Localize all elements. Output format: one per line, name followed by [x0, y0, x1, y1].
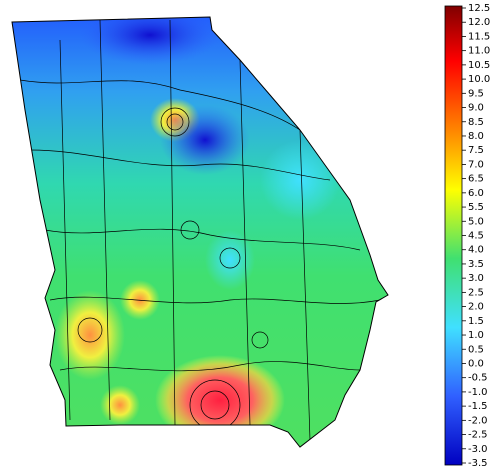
colorbar-tick-label: 11.5	[468, 31, 490, 42]
colorbar-tick-label: 3.0	[468, 273, 484, 284]
colorbar-tick-label: 0.0	[468, 358, 484, 369]
colorbar-tick-label: 9.5	[468, 88, 484, 99]
colorbar-tick-label: -1.5	[468, 401, 488, 412]
colorbar-tick-label: 6.5	[468, 174, 484, 185]
colorbar-tick-label: 7.0	[468, 159, 484, 170]
colorbar-tick-label: 5.0	[468, 216, 484, 227]
colorbar-tick-label: -2.0	[468, 415, 488, 426]
colorbar-tick-label: -3.5	[468, 458, 488, 469]
colorbar-tick-label: 7.5	[468, 145, 484, 156]
colorbar-tick-label: 0.5	[468, 344, 484, 355]
colorbar-tick-label: 8.5	[468, 117, 484, 128]
colorbar-tick-label: 12.5	[468, 3, 490, 14]
colorbar-tick-label: 6.0	[468, 188, 484, 199]
colorbar-tick-label: 11.0	[468, 46, 490, 57]
colorbar-tick-label: 2.5	[468, 287, 484, 298]
colorbar-tick-label: -2.5	[468, 430, 488, 441]
colorbar-tick-label: 8.0	[468, 131, 484, 142]
colorbar-tick-label: 9.0	[468, 103, 484, 114]
colorbar-tick-label: 1.5	[468, 316, 484, 327]
colorbar-tick-label: 12.0	[468, 17, 490, 28]
colorbar-tick-label: 4.5	[468, 231, 484, 242]
colorbar-tick-label: 10.0	[468, 74, 490, 85]
colorbar-tick-label: 10.5	[468, 60, 490, 71]
colorbar-tick-label: -0.5	[468, 373, 488, 384]
colorbar-tick-label: 5.5	[468, 202, 484, 213]
colorbar-tick-label: 3.5	[468, 259, 484, 270]
colorbar-tick-label: 4.0	[468, 245, 484, 256]
colorbar	[444, 5, 463, 466]
state-outline	[11, 16, 389, 448]
colorbar-tick-label: -3.0	[468, 444, 488, 455]
colorbar-tick-label: -1.0	[468, 387, 488, 398]
georgia-map	[12, 17, 388, 447]
colorbar-tick-label: 2.0	[468, 302, 484, 313]
colorbar-tick-label: 1.0	[468, 330, 484, 341]
